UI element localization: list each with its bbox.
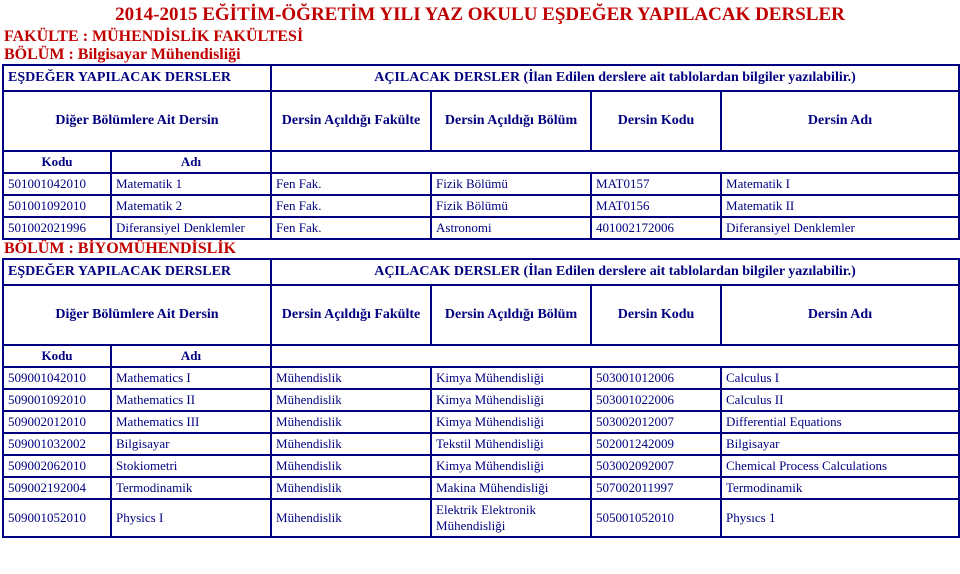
table-cell: 501001042010: [3, 173, 111, 195]
table-row: 509001052010Physics IMühendislikElektrik…: [3, 499, 959, 537]
table-cell: Physıcs 1: [721, 499, 959, 537]
table-cell: Mühendislik: [271, 367, 431, 389]
col-bolum: Dersin Açıldığı Bölüm: [431, 91, 591, 151]
table-cell: Matematik I: [721, 173, 959, 195]
table-row: 509001092010Mathematics IIMühendislikKim…: [3, 389, 959, 411]
table-cell: Bilgisayar: [721, 433, 959, 455]
heading-esdeger: EŞDEĞER YAPILACAK DERSLER: [3, 65, 271, 91]
table-cell: Fen Fak.: [271, 195, 431, 217]
col-bolum-2: Dersin Açıldığı Bölüm: [431, 285, 591, 345]
table-cell: 509001032002: [3, 433, 111, 455]
table-cell: Bilgisayar: [111, 433, 271, 455]
table-cell: Matematik II: [721, 195, 959, 217]
table-cell: Kimya Mühendisliği: [431, 411, 591, 433]
table-cell: Fizik Bölümü: [431, 173, 591, 195]
table-cell: 509001052010: [3, 499, 111, 537]
table-cell: 503001012006: [591, 367, 721, 389]
table-section-1: EŞDEĞER YAPILACAK DERSLER AÇILACAK DERSL…: [2, 64, 960, 240]
table-cell: Mühendislik: [271, 433, 431, 455]
col-kod: Dersin Kodu: [591, 91, 721, 151]
table-cell: Termodinamik: [721, 477, 959, 499]
table-cell: Chemical Process Calculations: [721, 455, 959, 477]
dept-line-1: BÖLÜM : Bilgisayar Mühendisliği: [0, 46, 960, 64]
table-cell: 509001092010: [3, 389, 111, 411]
table-cell: MAT0156: [591, 195, 721, 217]
col-ad: Dersin Adı: [721, 91, 959, 151]
table-cell: Termodinamik: [111, 477, 271, 499]
table-row: 509002062010StokiometriMühendislikKimya …: [3, 455, 959, 477]
table-cell: Tekstil Mühendisliği: [431, 433, 591, 455]
dept-line-2: BÖLÜM : BİYOMÜHENDİSLİK: [0, 240, 960, 258]
col-kodu-2: Kodu: [3, 345, 111, 367]
table-cell: Elektrik Elektronik Mühendisliği: [431, 499, 591, 537]
table-cell: 503001022006: [591, 389, 721, 411]
table-cell: 509001042010: [3, 367, 111, 389]
table-row: 509001042010Mathematics IMühendislikKimy…: [3, 367, 959, 389]
col-kod-2: Dersin Kodu: [591, 285, 721, 345]
table-cell: 505001052010: [591, 499, 721, 537]
heading-diger-2: Diğer Bölümlere Ait Dersin: [3, 285, 271, 345]
table-cell: Stokiometri: [111, 455, 271, 477]
col-kodu: Kodu: [3, 151, 111, 173]
table-row: 501001092010Matematik 2Fen Fak.Fizik Böl…: [3, 195, 959, 217]
table-section-2: EŞDEĞER YAPILACAK DERSLER AÇILACAK DERSL…: [2, 258, 960, 538]
table-cell: Differential Equations: [721, 411, 959, 433]
table-cell: Mühendislik: [271, 477, 431, 499]
heading-acilacak: AÇILACAK DERSLER (İlan Edilen derslere a…: [271, 65, 959, 91]
table-cell: Matematik 1: [111, 173, 271, 195]
table-cell: 501002021996: [3, 217, 111, 239]
table-cell: Mathematics II: [111, 389, 271, 411]
faculty-line: FAKÜLTE : MÜHENDİSLİK FAKÜLTESİ: [0, 28, 960, 46]
table-cell: 503002092007: [591, 455, 721, 477]
table-cell: Kimya Mühendisliği: [431, 389, 591, 411]
table-cell: Mathematics III: [111, 411, 271, 433]
table-cell: Calculus I: [721, 367, 959, 389]
table-cell: Makina Mühendisliği: [431, 477, 591, 499]
heading-esdeger-2: EŞDEĞER YAPILACAK DERSLER: [3, 259, 271, 285]
col-adi-2: Adı: [111, 345, 271, 367]
table-cell: 401002172006: [591, 217, 721, 239]
table-cell: Mathematics I: [111, 367, 271, 389]
col-fakulte: Dersin Açıldığı Fakülte: [271, 91, 431, 151]
table-cell: 509002012010: [3, 411, 111, 433]
col-fakulte-2: Dersin Açıldığı Fakülte: [271, 285, 431, 345]
table-cell: 502001242009: [591, 433, 721, 455]
table-row: 509002012010Mathematics IIIMühendislikKi…: [3, 411, 959, 433]
col-ad-2: Dersin Adı: [721, 285, 959, 345]
table-cell: 503002012007: [591, 411, 721, 433]
table-cell: Calculus II: [721, 389, 959, 411]
table-cell: 507002011997: [591, 477, 721, 499]
table-cell: Mühendislik: [271, 389, 431, 411]
table-cell: 509002192004: [3, 477, 111, 499]
table-cell: Astronomi: [431, 217, 591, 239]
table-cell: Kimya Mühendisliği: [431, 455, 591, 477]
table-row: 509001032002BilgisayarMühendislikTekstil…: [3, 433, 959, 455]
table-cell: Fen Fak.: [271, 173, 431, 195]
col-adi: Adı: [111, 151, 271, 173]
heading-diger: Diğer Bölümlere Ait Dersin: [3, 91, 271, 151]
table-cell: Mühendislik: [271, 499, 431, 537]
table-cell: 501001092010: [3, 195, 111, 217]
table-row: 509002192004TermodinamikMühendislikMakin…: [3, 477, 959, 499]
table-cell: Physics I: [111, 499, 271, 537]
table-cell: Matematik 2: [111, 195, 271, 217]
table-cell: Fen Fak.: [271, 217, 431, 239]
table-cell: Mühendislik: [271, 411, 431, 433]
table-row: 501001042010Matematik 1Fen Fak.Fizik Böl…: [3, 173, 959, 195]
table-cell: 509002062010: [3, 455, 111, 477]
page-title: 2014-2015 EĞİTİM-ÖĞRETİM YILI YAZ OKULU …: [0, 0, 960, 28]
table-row: 501002021996Diferansiyel DenklemlerFen F…: [3, 217, 959, 239]
table-cell: Fizik Bölümü: [431, 195, 591, 217]
heading-acilacak-2: AÇILACAK DERSLER (İlan Edilen derslere a…: [271, 259, 959, 285]
table-cell: Mühendislik: [271, 455, 431, 477]
table-cell: Diferansiyel Denklemler: [111, 217, 271, 239]
table-cell: Diferansiyel Denklemler: [721, 217, 959, 239]
table-cell: MAT0157: [591, 173, 721, 195]
table-cell: Kimya Mühendisliği: [431, 367, 591, 389]
